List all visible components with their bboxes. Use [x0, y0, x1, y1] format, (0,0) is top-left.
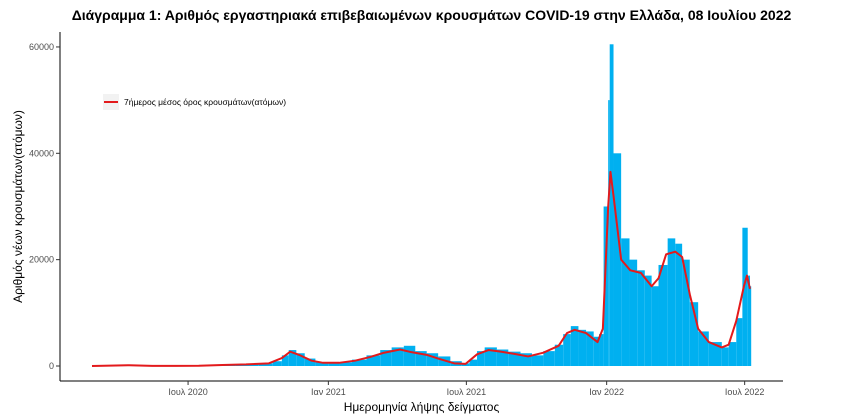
x-tick-label: Ιαν 2022	[589, 387, 624, 397]
bar	[469, 359, 478, 366]
bar	[391, 347, 404, 366]
legend-label: 7ήμερος μέσος όρος κρουσμάτων(ατόμων)	[124, 97, 286, 107]
bar	[682, 259, 690, 366]
bar	[603, 206, 609, 366]
bar	[570, 326, 579, 366]
bar	[651, 286, 659, 366]
bar	[708, 342, 722, 366]
y-axis-title: Αριθμός νέων κρουσμάτων(ατόμων)	[11, 110, 25, 303]
bar	[609, 44, 614, 366]
bar	[288, 350, 297, 366]
bar	[629, 259, 638, 366]
x-tick-label: Ιαν 2021	[311, 387, 346, 397]
bar	[750, 286, 752, 366]
line-series	[91, 170, 751, 367]
x-tick-label: Ιουλ 2021	[447, 387, 486, 397]
x-tick-label: Ιουλ 2020	[168, 387, 207, 397]
y-tick-label: 40000	[29, 148, 54, 158]
bar	[258, 363, 273, 366]
bar	[621, 238, 630, 366]
bar	[689, 302, 699, 366]
bar	[520, 353, 532, 366]
bar	[366, 355, 381, 366]
x-tick-label: Ιουλ 2022	[725, 387, 764, 397]
bar	[613, 153, 622, 366]
legend: 7ήμερος μέσος όρος κρουσμάτων(ατόμων)	[103, 94, 286, 110]
bar	[403, 345, 416, 366]
bar	[272, 361, 282, 366]
bar	[658, 264, 668, 366]
x-axis-title: Ημερομηνία λήψης δείγματος	[344, 400, 500, 414]
bar	[339, 362, 352, 366]
bar	[721, 347, 729, 366]
bar	[728, 342, 737, 366]
bar	[484, 347, 497, 366]
bar	[747, 275, 750, 366]
bar	[426, 353, 439, 366]
bar	[742, 227, 748, 366]
bar	[554, 344, 564, 366]
bar	[644, 275, 652, 366]
bar	[477, 351, 485, 366]
bar	[296, 353, 305, 366]
bar	[578, 329, 587, 366]
bar	[328, 363, 340, 366]
y-tick-label: 20000	[29, 255, 54, 265]
bar	[599, 334, 604, 366]
bar	[563, 334, 571, 366]
bar	[586, 331, 594, 366]
bar	[380, 350, 392, 366]
bar	[637, 270, 645, 366]
y-tick-label: 60000	[29, 42, 54, 52]
axes: 0 20000 40000 60000 Ιουλ 2020 Ιαν 2021 Ιουλ 20…	[11, 32, 783, 414]
bar	[667, 238, 676, 366]
bar	[531, 355, 544, 366]
y-tick-label: 0	[49, 361, 54, 371]
series-line	[91, 170, 751, 367]
bar	[304, 358, 316, 366]
bar	[543, 351, 555, 366]
bar	[675, 243, 683, 366]
bar	[315, 362, 329, 366]
chart-title: Διάγραμμα 1: Αριθμός εργαστηριακά επιβεβ…	[71, 7, 792, 23]
bar	[736, 318, 743, 366]
bar	[496, 349, 509, 366]
bar	[698, 331, 709, 366]
bar	[593, 336, 600, 366]
bar	[281, 355, 289, 366]
bar	[415, 351, 427, 366]
bar	[608, 100, 610, 366]
bar-series	[118, 44, 752, 366]
bar	[352, 359, 367, 366]
